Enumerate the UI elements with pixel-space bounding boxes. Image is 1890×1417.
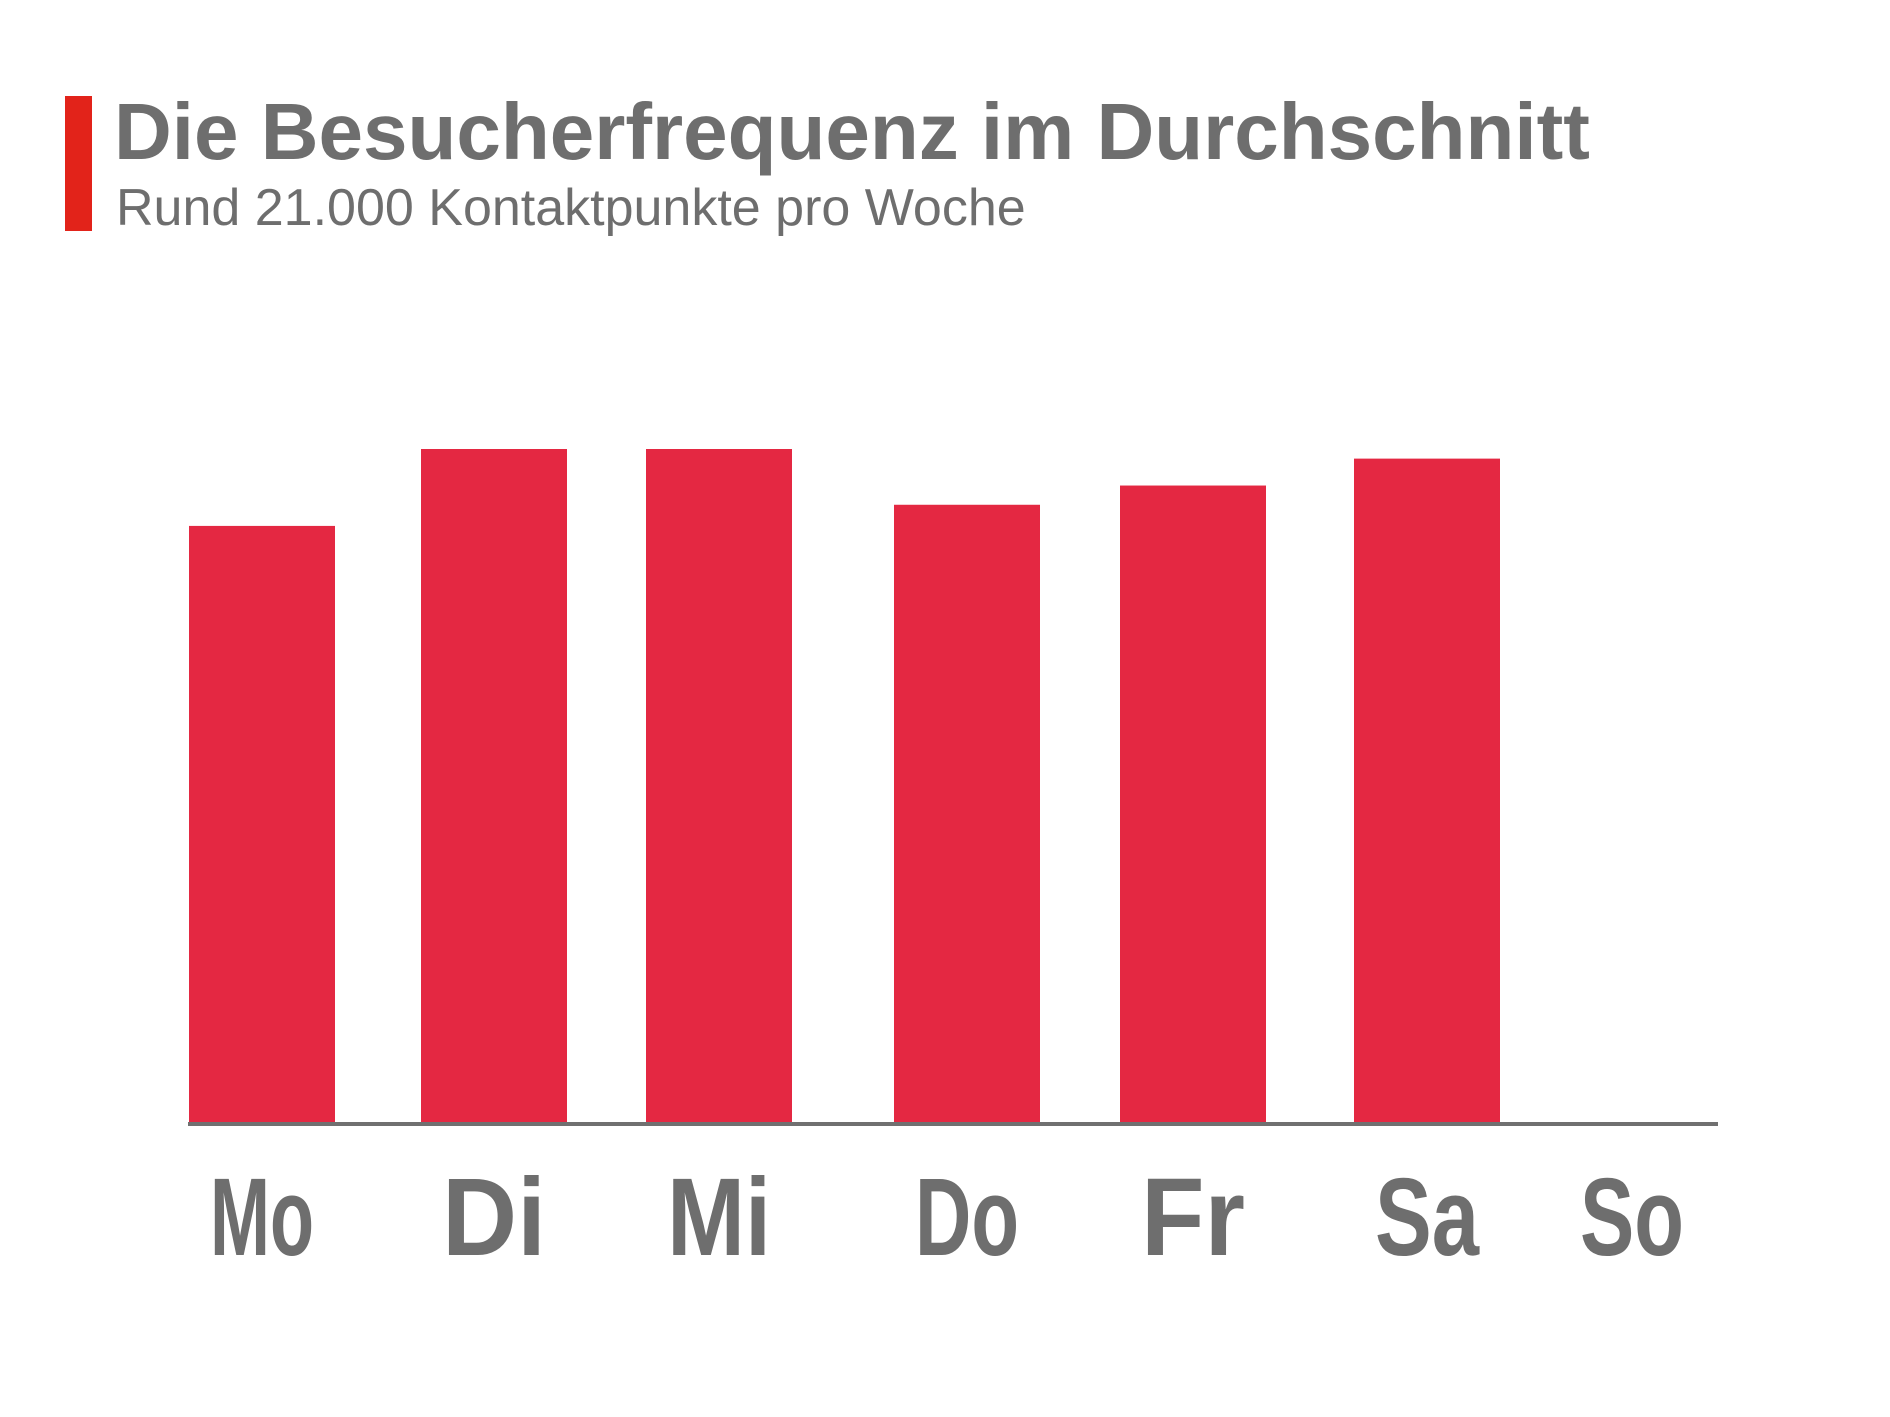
- x-tick-label-fr: Fr: [1141, 1156, 1245, 1279]
- x-tick-label-so: So: [1580, 1156, 1684, 1279]
- bars-group: [189, 449, 1500, 1123]
- bar-mo: [189, 525, 335, 1122]
- x-tick-label-di: Di: [442, 1156, 546, 1279]
- bar-do: [894, 504, 1040, 1123]
- x-tick-label-mo: Mo: [210, 1156, 314, 1279]
- x-tick-label-mi: Mi: [667, 1156, 771, 1279]
- x-tick-label-sa: Sa: [1375, 1156, 1480, 1279]
- x-tick-labels: Mo Di Mi Do Fr Sa So: [210, 1156, 1684, 1279]
- chart-subtitle: Rund 21.000 Kontaktpunkte pro Woche: [116, 179, 1026, 237]
- title-accent-bar: [65, 96, 92, 231]
- bar-fr: [1120, 485, 1266, 1122]
- bar-di: [421, 449, 567, 1122]
- bar-sa: [1354, 458, 1500, 1123]
- x-tick-label-do: Do: [915, 1156, 1019, 1279]
- chart-title: Die Besucherfrequenz im Durchschnitt: [114, 87, 1590, 176]
- bar-mi: [646, 449, 792, 1122]
